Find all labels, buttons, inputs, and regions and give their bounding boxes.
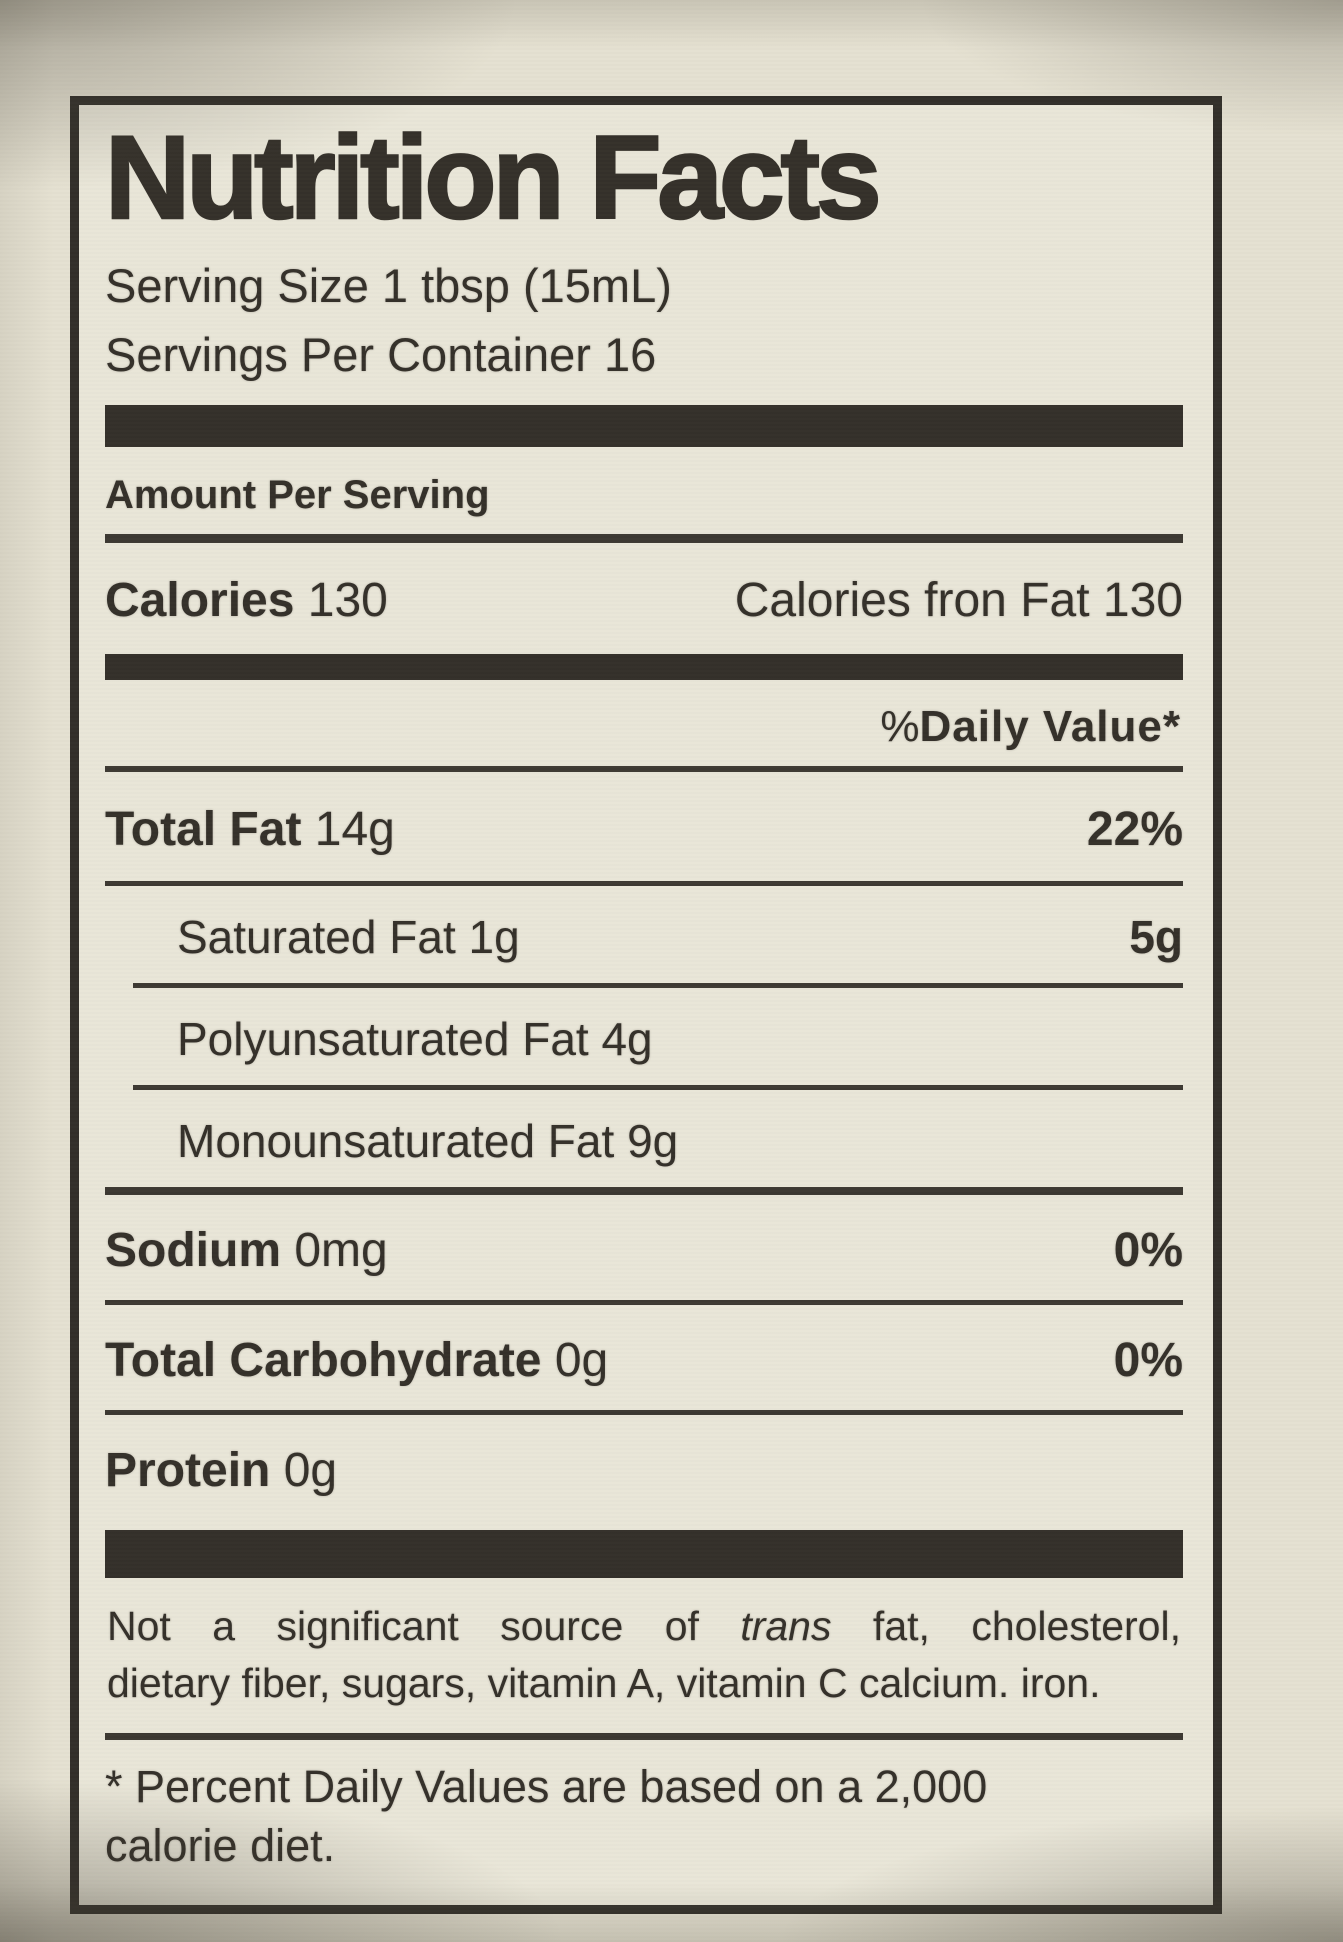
calories-left: Calories 130: [105, 573, 388, 628]
calories-from-fat-label: Calories fron Fat: [734, 574, 1090, 628]
separator-rule: [105, 1187, 1183, 1196]
nutrition-facts-label: Nutrition Facts Serving Size 1 tbsp (15m…: [70, 96, 1222, 1914]
nutrient-row-sodium: Sodium 0mg 0%: [105, 1195, 1183, 1306]
nutrient-name-amount: Sodium 0mg: [105, 1224, 388, 1278]
nutrient-name-amount: Polyunsaturated Fat 4g: [177, 1013, 653, 1066]
nutrient-daily-value: 0%: [1113, 1334, 1183, 1388]
amount-per-serving-heading: Amount Per Serving: [105, 473, 490, 518]
separator-rule: [105, 534, 1183, 544]
calories-from-fat: Calories fron Fat 130: [735, 573, 1183, 628]
nutrient-row-polyunsaturated-fat: Polyunsaturated Fat 4g: [133, 988, 1183, 1091]
nutrient-daily-value: 0%: [1113, 1224, 1183, 1278]
nutrient-row-total-carbohydrate: Total Carbohydrate 0g 0%: [105, 1305, 1183, 1416]
not-significant-source-note: Not a significant source of trans fat, c…: [105, 1578, 1183, 1741]
disclaimer-line-2: dietary fiber, sugars, vitamin A, vitami…: [107, 1659, 1101, 1706]
disclaimer-line-1: Not a significant source of trans fat, c…: [107, 1603, 1181, 1650]
calories-value: 130: [307, 574, 388, 628]
nutrient-row-total-fat: Total Fat 14g 22%: [105, 772, 1183, 887]
calories-from-fat-value: 130: [1102, 574, 1183, 628]
daily-values-footnote: * Percent Daily Values are based on a 2,…: [105, 1740, 1183, 1875]
lower-nutrients: Sodium 0mg 0% Total Carbohydrate 0g 0% P…: [105, 1195, 1183, 1520]
nutrient-name-amount: Total Carbohydrate 0g: [105, 1334, 609, 1388]
nutrient-row-saturated-fat: Saturated Fat 1g 5g: [133, 886, 1183, 989]
nutrient-name-amount: Protein 0g: [105, 1444, 338, 1498]
separator-rule: [105, 766, 1183, 773]
label-title: Nutrition Facts: [104, 112, 883, 244]
nutrient-name-amount: Saturated Fat 1g: [177, 911, 520, 964]
serving-size: Serving Size 1 tbsp (15mL): [105, 259, 672, 313]
thick-separator-bar: [105, 654, 1183, 681]
daily-value-label: Daily Value*: [919, 702, 1181, 752]
trans-italic: trans: [740, 1603, 832, 1650]
daily-value-header: %Daily Value*: [105, 680, 1183, 766]
percent-sign: %: [880, 702, 920, 752]
calories-row: Calories 130 Calories fron Fat 130: [105, 543, 1183, 654]
nutrient-daily-value: 5g: [1129, 911, 1183, 964]
nutrient-row-monounsaturated-fat: Monounsaturated Fat 9g: [133, 1090, 1183, 1187]
thick-separator-bar: [105, 1530, 1183, 1579]
nutrient-row-protein: Protein 0g: [105, 1415, 1183, 1520]
nutrient-daily-value: 22%: [1086, 803, 1183, 857]
nutrient-name-amount: Total Fat 14g: [105, 803, 395, 857]
footnote-line-2: calorie diet.: [105, 1819, 336, 1871]
calories-label: Calories: [105, 574, 295, 628]
nutrient-name-amount: Monounsaturated Fat 9g: [177, 1115, 679, 1168]
servings-per-container: Servings Per Container 16: [105, 327, 657, 381]
thick-separator-bar: [105, 405, 1183, 448]
footnote-line-1: * Percent Daily Values are based on a 2,…: [105, 1761, 988, 1813]
